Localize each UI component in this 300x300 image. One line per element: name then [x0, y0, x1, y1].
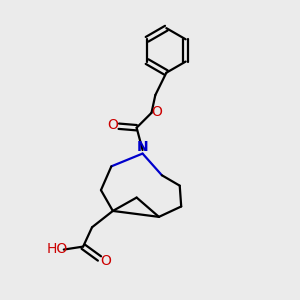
- Text: N: N: [137, 140, 148, 154]
- Text: O: O: [100, 254, 111, 268]
- Text: O: O: [152, 105, 162, 119]
- Text: HO: HO: [46, 242, 68, 256]
- Text: O: O: [107, 118, 118, 132]
